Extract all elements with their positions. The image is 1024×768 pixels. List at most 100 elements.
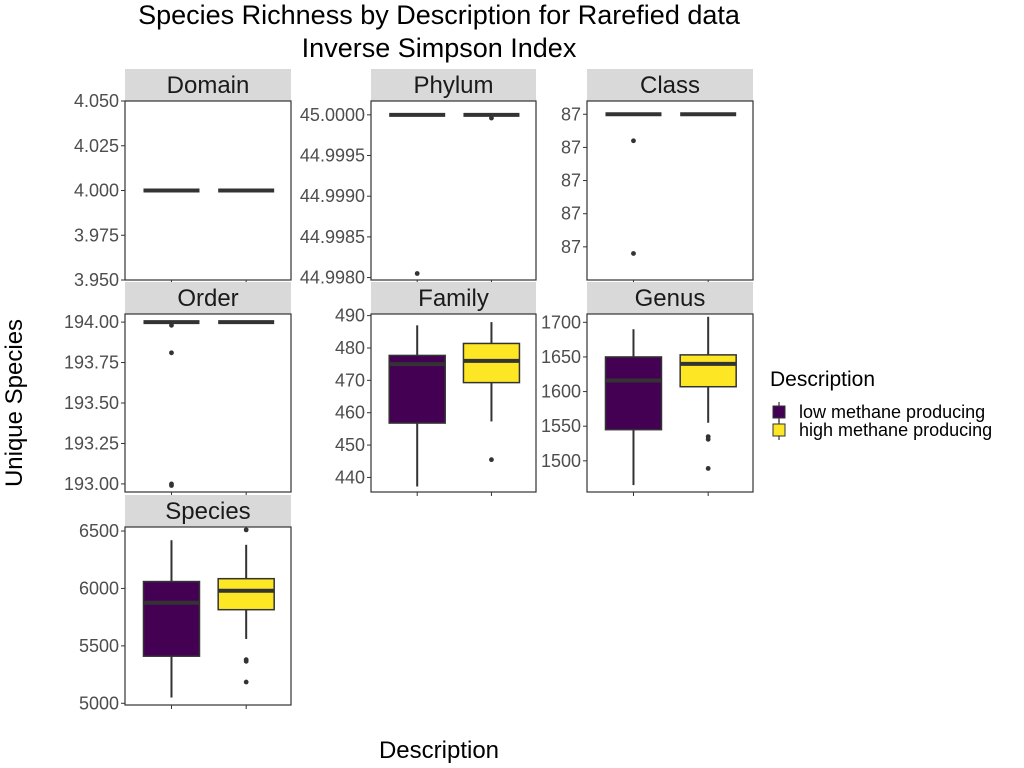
outlier-point — [705, 466, 711, 471]
y-tick-label-class: 87 — [561, 104, 581, 124]
legend-label-low: low methane producing — [799, 402, 985, 422]
y-tick-label-phylum: 44.9995 — [300, 146, 365, 166]
legend-key-high — [772, 420, 786, 440]
y-tick-label-domain: 4.000 — [74, 181, 119, 201]
outlier-point — [489, 457, 494, 463]
outlier-point — [169, 322, 174, 328]
y-tick-label-order: 193.25 — [64, 433, 119, 453]
y-tick-label-genus: 1550 — [541, 416, 581, 436]
box-order-low — [143, 320, 200, 488]
panel-strip-species — [125, 495, 291, 527]
outlier-point — [243, 679, 249, 685]
outlier-point — [243, 527, 249, 533]
panel-family: Family 490 480 470 460 450 440 — [335, 282, 537, 496]
y-tick-label-order: 194.00 — [64, 312, 119, 332]
panel-frame-phylum — [370, 100, 537, 281]
y-tick-label-species: 6000 — [79, 578, 119, 598]
y-tick-label-order: 193.50 — [64, 393, 119, 413]
y-tick-label-phylum: 44.9980 — [300, 268, 365, 288]
box-body — [462, 342, 521, 384]
y-tick-label-family: 460 — [335, 403, 365, 423]
outlier-point — [169, 483, 174, 488]
facet-panels: Domain 4.050 4.025 4.000 3.975 3.950 Phylum 45.… — [64, 69, 754, 713]
panel-frame-order — [124, 313, 292, 493]
panel-strip-phylum — [371, 69, 536, 101]
box-class-low — [605, 112, 662, 256]
legend-key-low — [772, 402, 786, 422]
y-tick-label-genus: 1650 — [541, 347, 581, 367]
legend: Description low methane producing high m… — [770, 368, 992, 440]
box-genus-high — [679, 316, 737, 471]
x-axis-label: Description — [379, 737, 499, 764]
y-tick-label-family: 440 — [335, 467, 365, 487]
y-tick-label-class: 87 — [561, 137, 581, 157]
panel-order: Order 194.00 193.75 193.50 193.25 193.00 — [64, 282, 292, 496]
panel-strip-class — [587, 69, 753, 101]
y-tick-label-genus: 1600 — [541, 382, 581, 402]
panel-species: Species 6500 6000 5500 5000 — [79, 495, 292, 713]
panel-strip-genus — [587, 282, 753, 314]
box-phylum-high — [463, 112, 520, 121]
outlier-point — [489, 115, 494, 121]
panel-title-domain: Domain — [167, 72, 250, 99]
legend-swatch-high — [772, 423, 786, 437]
y-tick-label-class: 87 — [561, 204, 581, 224]
panel-strip-order — [125, 282, 291, 314]
panel-title-order: Order — [177, 285, 238, 312]
panel-domain: Domain 4.050 4.025 4.000 3.975 3.950 — [74, 69, 292, 290]
y-tick-label-genus: 1700 — [541, 312, 581, 332]
y-tick-label-family: 480 — [335, 338, 365, 358]
box-family-high — [462, 322, 521, 463]
outlier-point — [169, 350, 174, 356]
legend-label-high: high methane producing — [799, 420, 992, 440]
chart-title: Species Richness by Description for Rare… — [138, 0, 741, 30]
y-tick-label-species: 5000 — [79, 693, 119, 713]
box-species-high — [217, 527, 275, 685]
panel-genus: Genus 1700 1650 1600 1550 1500 — [541, 282, 754, 496]
outlier-point — [705, 436, 711, 442]
y-tick-label-order: 193.00 — [64, 474, 119, 494]
outlier-point — [414, 271, 420, 276]
panel-title-family: Family — [418, 285, 489, 312]
y-tick-label-phylum: 44.9990 — [300, 186, 365, 206]
y-tick-label-order: 193.75 — [64, 353, 119, 373]
box-phylum-low — [389, 112, 446, 276]
y-tick-label-domain: 3.950 — [74, 270, 119, 290]
panel-strip-domain — [125, 69, 291, 101]
legend-title: Description — [770, 368, 875, 391]
y-tick-label-phylum: 45.0000 — [300, 105, 365, 125]
panel-class: Class 87 87 87 87 87 — [561, 69, 754, 284]
box-body — [217, 577, 275, 611]
y-tick-label-family: 450 — [335, 435, 365, 455]
box-genus-low — [604, 329, 663, 486]
y-tick-label-family: 470 — [335, 370, 365, 390]
outlier-point — [631, 251, 636, 256]
y-tick-label-domain: 4.025 — [74, 136, 119, 156]
panel-title-genus: Genus — [635, 285, 706, 312]
box-body — [388, 354, 446, 424]
box-family-low — [388, 325, 446, 487]
panel-title-class: Class — [640, 72, 700, 99]
y-tick-label-class: 87 — [561, 237, 581, 257]
box-body — [679, 354, 737, 388]
outlier-point — [243, 658, 249, 664]
panel-title-phylum: Phylum — [413, 72, 493, 99]
y-tick-label-species: 6500 — [79, 521, 119, 541]
y-tick-label-domain: 4.050 — [74, 91, 119, 111]
box-body — [604, 356, 663, 431]
panel-strip-family — [371, 282, 536, 314]
y-tick-label-family: 490 — [335, 306, 365, 326]
outlier-point — [631, 138, 636, 144]
chart-subtitle: Inverse Simpson Index — [302, 33, 577, 63]
y-tick-label-class: 87 — [561, 171, 581, 191]
panel-title-species: Species — [165, 498, 250, 525]
y-tick-label-species: 5500 — [79, 636, 119, 656]
box-body — [142, 580, 201, 657]
panel-phylum: Phylum 45.0000 44.9995 44.9990 44.9985 44.998… — [300, 69, 537, 288]
y-axis-label: Unique Species — [1, 319, 28, 487]
box-species-low — [142, 540, 201, 698]
y-tick-label-phylum: 44.9985 — [300, 227, 365, 247]
legend-swatch-low — [772, 405, 786, 419]
y-tick-label-domain: 3.975 — [74, 225, 119, 245]
